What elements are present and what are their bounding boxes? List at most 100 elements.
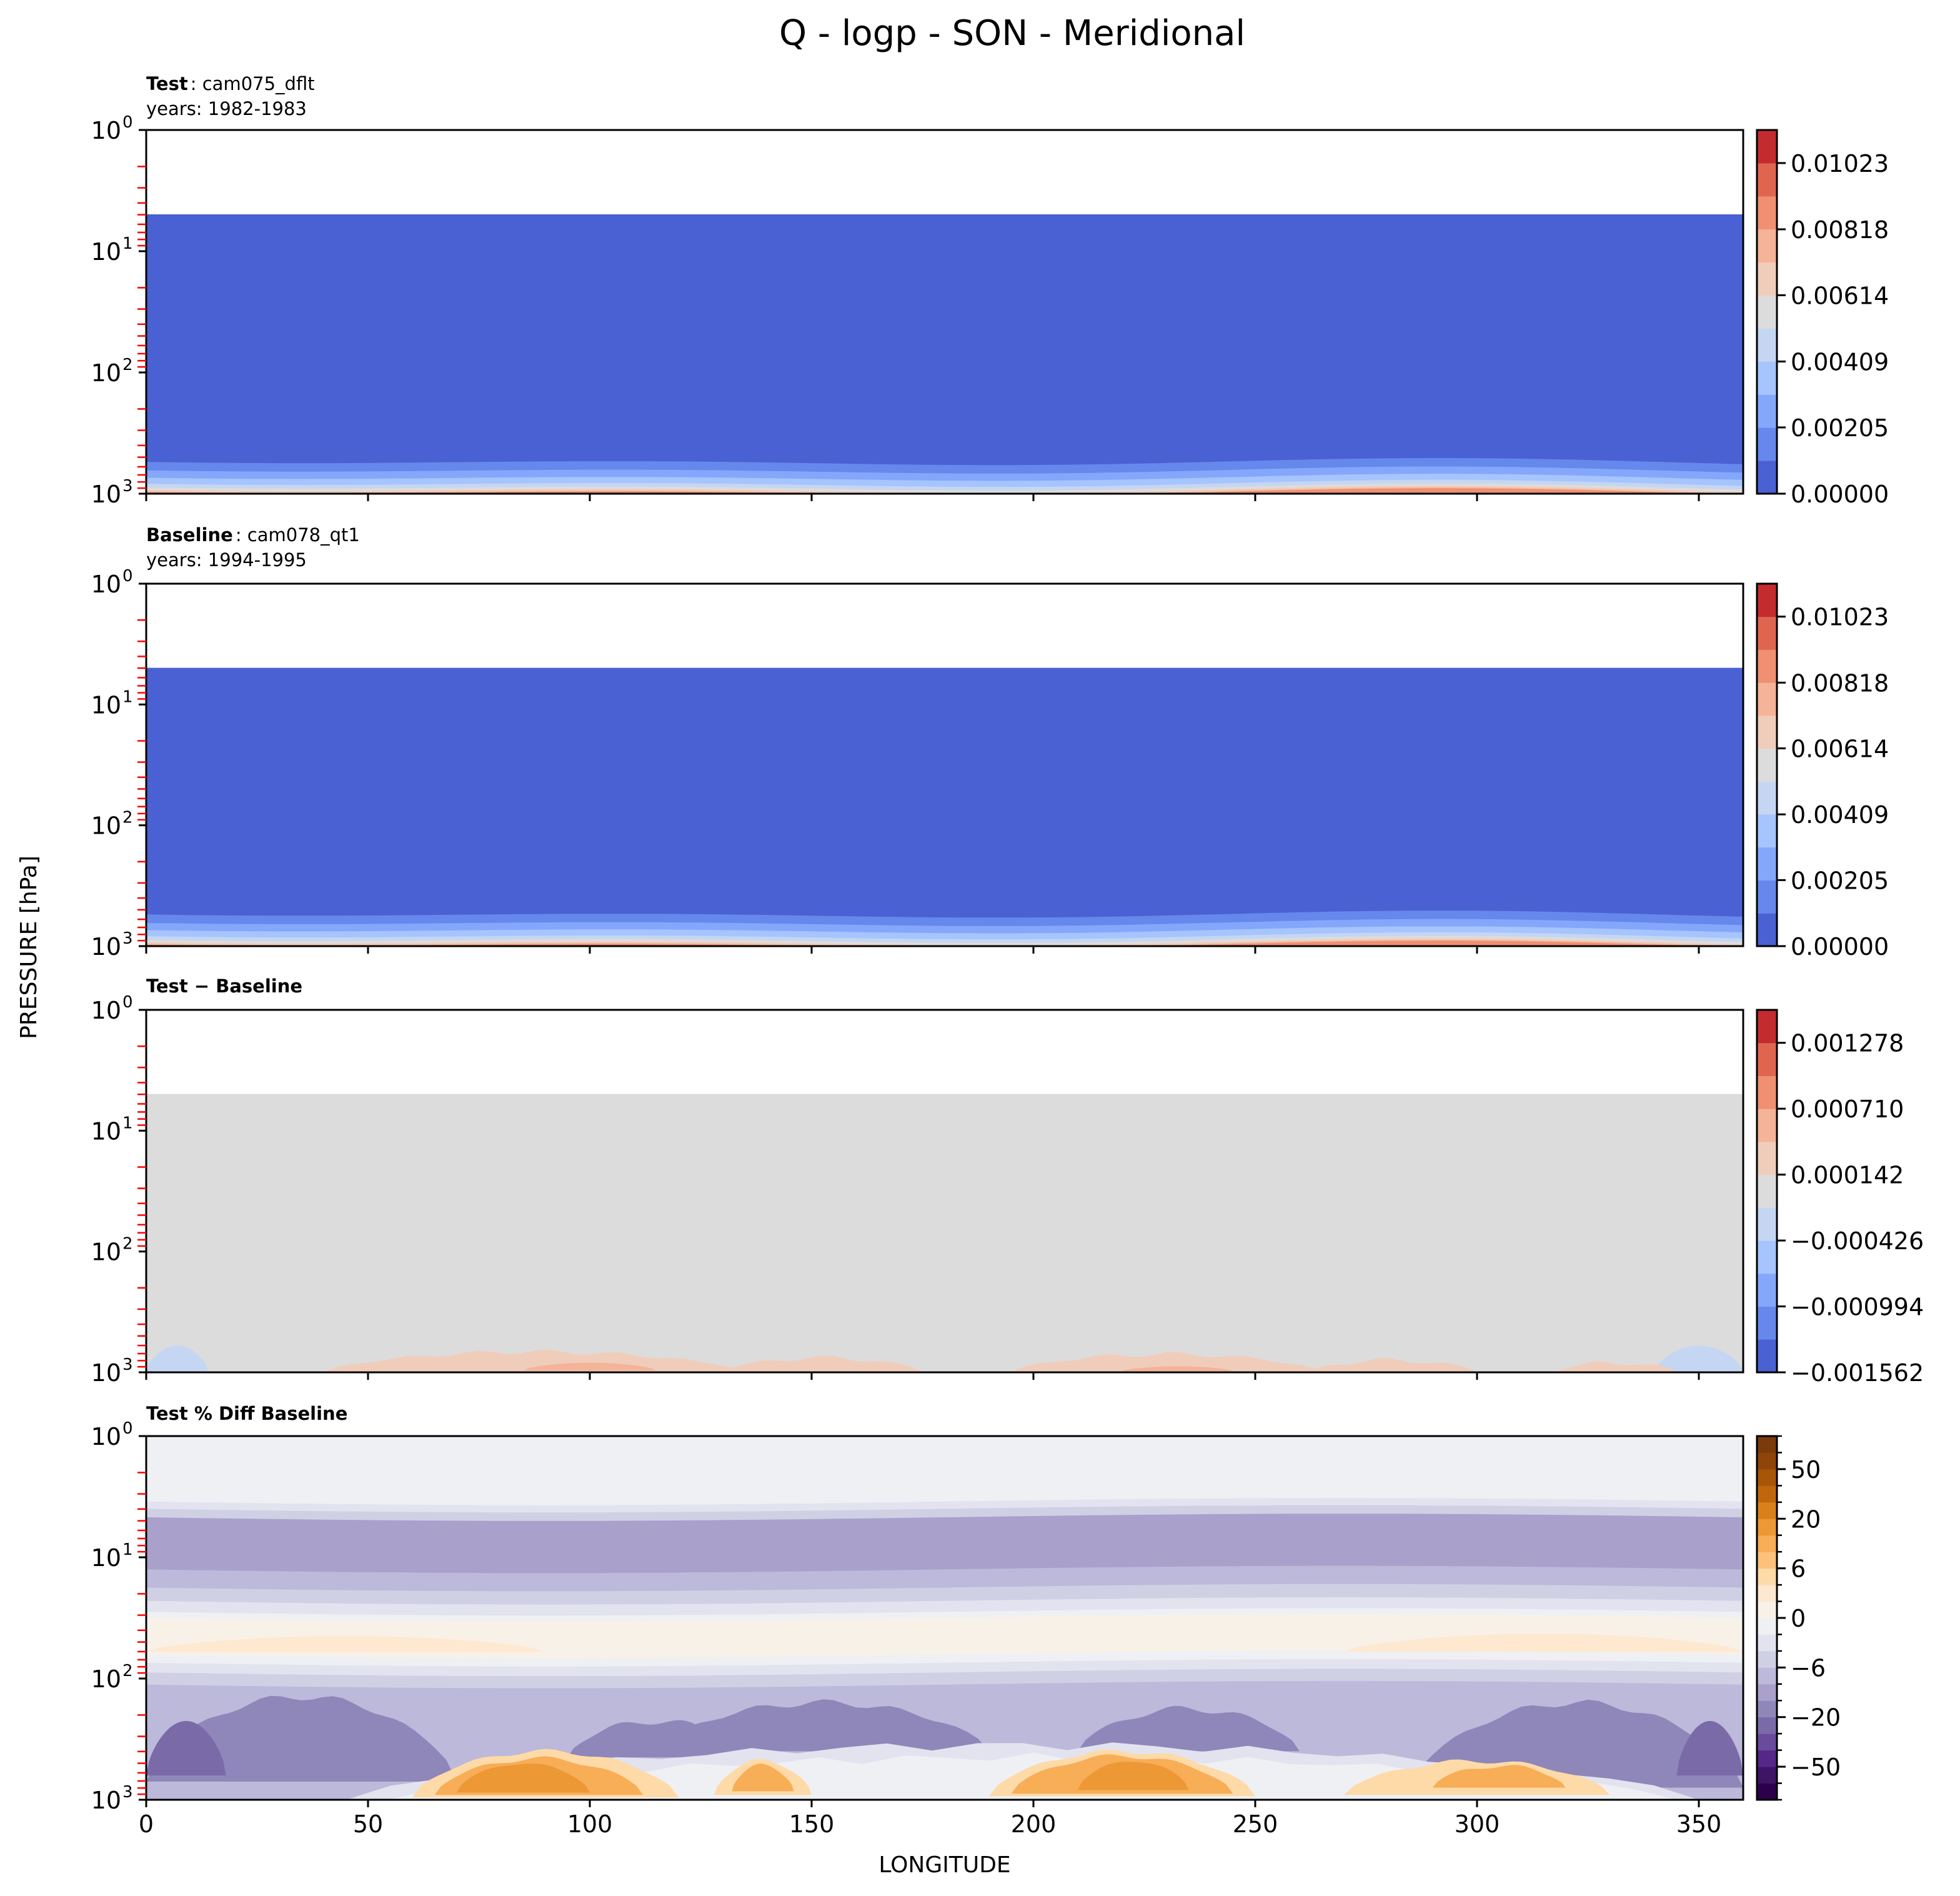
colorbar-tick-label: 0.000710	[1791, 1095, 1904, 1123]
colorbar-band	[1757, 880, 1777, 914]
contour-patch	[1078, 1762, 1189, 1790]
colorbar-tick-label: 0.00614	[1791, 736, 1889, 763]
colorbar-band	[1757, 1634, 1777, 1652]
colorbar-tick-label: 0.00000	[1791, 933, 1889, 960]
colorbar-band	[1757, 328, 1777, 362]
colorbar: 0.00000 0.00205 0.00409 0.00614 0.00818 0.010…	[1756, 129, 1889, 508]
contour-patch	[146, 1636, 545, 1652]
y-tick-exponent: 1	[122, 1114, 133, 1132]
y-tick-exponent: 1	[122, 687, 133, 706]
y-tick-exponent: 0	[122, 1419, 133, 1438]
y-tick-exponent: 2	[122, 356, 133, 374]
colorbar-band	[1757, 1436, 1777, 1453]
colorbar-band	[1757, 715, 1777, 749]
contour-patch	[1556, 1361, 1677, 1372]
contour-patch	[732, 1764, 794, 1792]
colorbar-band	[1757, 461, 1777, 494]
x-axis-label: LONGITUDE	[878, 1852, 1010, 1878]
subplot-subtitle: years: 1994-1995	[146, 549, 307, 571]
colorbar-tick-label: 20	[1791, 1505, 1821, 1533]
colorbar-band	[1757, 1585, 1777, 1602]
colorbar-band	[1757, 781, 1777, 815]
colorbar-tick-label: 0.01023	[1791, 604, 1889, 631]
colorbar-band	[1757, 1535, 1777, 1552]
colorbar-band	[1757, 1273, 1777, 1307]
y-tick-exponent: 3	[122, 1783, 133, 1802]
colorbar-band	[1757, 196, 1777, 230]
y-tick-exponent: 2	[122, 1662, 133, 1680]
y-tick-exponent: 0	[122, 567, 133, 586]
colorbar-band	[1757, 1717, 1777, 1734]
colorbar-band	[1757, 130, 1777, 164]
contour-patch	[146, 1695, 457, 1782]
colorbar-tick-label: 0.000142	[1791, 1162, 1904, 1189]
contour-field	[146, 1436, 1743, 1800]
colorbar-tick-label: 6	[1791, 1555, 1806, 1583]
y-tick-label: 10	[91, 481, 121, 508]
y-tick-label: 10	[91, 1359, 121, 1387]
contour-band	[146, 1094, 1743, 1372]
contour-patch	[146, 1720, 226, 1776]
contour-patch	[1078, 1705, 1300, 1752]
colorbar-band	[1757, 1042, 1777, 1076]
colorbar-band	[1757, 229, 1777, 263]
axes-frame	[145, 129, 1744, 495]
contour-field	[146, 584, 1743, 946]
y-tick-label: 10	[91, 571, 121, 598]
colorbar-band	[1757, 1174, 1777, 1208]
contour-patch	[1011, 1352, 1322, 1372]
colorbar-band	[1757, 1684, 1777, 1701]
y-tick-label: 10	[91, 117, 121, 144]
colorbar-band	[1757, 584, 1777, 617]
contour-patch	[723, 1355, 923, 1372]
colorbar-band	[1757, 1667, 1777, 1685]
colorbar-tick-label: 0.00205	[1791, 867, 1889, 894]
colorbar-band	[1757, 1240, 1777, 1274]
y-tick-label: 10	[91, 1787, 121, 1814]
y-tick-label: 10	[91, 997, 121, 1024]
colorbar-band	[1757, 1601, 1777, 1619]
colorbar-band	[1757, 394, 1777, 428]
colorbar-band	[1757, 1485, 1777, 1503]
colorbar-frame	[1756, 582, 1778, 947]
colorbar-band	[1757, 1339, 1777, 1373]
colorbar: −50 −20 −6 0 6 20 50	[1756, 1435, 1841, 1801]
colorbar-band	[1757, 1306, 1777, 1340]
contour-patch	[457, 1764, 590, 1793]
y-tick-exponent: 2	[122, 1235, 133, 1254]
colorbar-band	[1757, 1469, 1777, 1486]
colorbar-frame	[1756, 129, 1778, 495]
colorbar-band	[1757, 1010, 1777, 1044]
figure-title: Q - logp - SON - Meridional	[779, 13, 1245, 54]
colorbar-tick-label: 0.01023	[1791, 150, 1889, 177]
colorbar-band	[1757, 361, 1777, 395]
x-tick-label: 350	[1676, 1810, 1722, 1838]
y-axis-label: PRESSURE [hPa]	[16, 856, 42, 1039]
colorbar-tick-label: 0.001278	[1791, 1030, 1904, 1057]
colorbar-band	[1757, 847, 1777, 881]
contour-patch	[1344, 1634, 1743, 1652]
colorbar-band	[1757, 814, 1777, 848]
contour-patch	[1676, 1720, 1743, 1776]
y-tick-label: 10	[91, 238, 121, 266]
colorbar-band	[1757, 1207, 1777, 1241]
contour-patch	[1654, 1345, 1743, 1372]
axes-frame	[145, 582, 1744, 947]
subplot-title: Test: cam075_dflt	[146, 73, 315, 94]
y-tick-exponent: 0	[122, 993, 133, 1012]
x-tick-label: 150	[789, 1810, 835, 1838]
colorbar-band	[1757, 427, 1777, 461]
colorbar-band	[1757, 1452, 1777, 1470]
colorbar-tick-label: 0	[1791, 1605, 1806, 1632]
y-tick-exponent: 2	[122, 809, 133, 827]
colorbar-tick-label: 0.00818	[1791, 669, 1889, 697]
contour-field	[146, 130, 1743, 494]
subplot-title: Test − Baseline	[146, 975, 302, 997]
x-tick-label: 50	[353, 1810, 383, 1838]
y-tick-exponent: 0	[122, 113, 133, 132]
colorbar-tick-label: −0.000426	[1791, 1227, 1924, 1255]
